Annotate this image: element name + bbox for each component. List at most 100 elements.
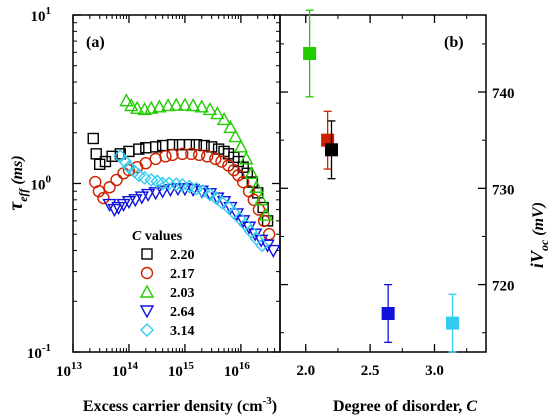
data-point — [258, 207, 274, 221]
data-point — [129, 100, 145, 114]
data-point-group — [381, 283, 395, 344]
data-point — [149, 141, 162, 153]
legend-title: C values — [132, 229, 183, 244]
data-point — [185, 147, 198, 161]
data-point — [155, 185, 170, 199]
data-point-group — [303, 9, 317, 98]
x-tick-label: 1016 — [224, 360, 251, 380]
data-point — [303, 47, 317, 61]
data-point — [209, 152, 222, 166]
legend-label: 3.14 — [170, 324, 195, 339]
data-point — [195, 184, 210, 199]
data-point — [148, 187, 163, 201]
data-point — [137, 170, 152, 185]
data-point — [223, 120, 238, 134]
data-point — [255, 238, 270, 253]
data-point — [215, 195, 230, 210]
data-point — [122, 163, 136, 177]
data-point — [87, 132, 99, 145]
data-point — [205, 141, 218, 153]
legend-marker — [140, 323, 154, 337]
data-point — [94, 158, 106, 171]
data-point — [169, 177, 184, 192]
data-point — [257, 214, 271, 228]
panel-a-label: (a) — [86, 34, 105, 51]
data-point — [253, 192, 269, 206]
series-3.14 — [113, 149, 270, 253]
data-point — [119, 93, 134, 107]
data-point — [159, 150, 172, 163]
data-point — [116, 198, 131, 213]
data-point — [381, 306, 395, 320]
panel-a: 1013 1014 1015 1016 10-1 100 101 C values 2.20… — [5, 5, 281, 415]
data-point — [118, 154, 133, 169]
panel-a-legend: C values 2.20 2.17 2.03 2.64 3.14 — [132, 229, 195, 339]
data-point — [152, 99, 167, 113]
data-point — [106, 150, 118, 163]
data-point — [114, 148, 126, 160]
x-tick-label: 1013 — [56, 360, 83, 380]
data-point — [97, 191, 110, 205]
panel-b-xlabel: Degree of disorder, C — [333, 398, 477, 415]
data-point — [247, 193, 260, 207]
data-point — [124, 98, 139, 112]
data-point — [103, 181, 116, 194]
data-point — [160, 98, 176, 112]
panel-a-x-axis: 1013 1014 1015 1016 — [56, 15, 281, 380]
data-point — [121, 160, 136, 175]
data-point — [210, 106, 225, 120]
data-point — [182, 179, 197, 194]
data-point — [233, 139, 249, 153]
data-point — [144, 172, 159, 187]
panel-b-ylabel: iVoc (mV) — [527, 202, 550, 268]
panel-b-frame — [279, 14, 487, 353]
data-point — [176, 147, 189, 161]
data-point — [194, 99, 209, 113]
data-point — [249, 179, 264, 193]
y-tick-label: 101 — [31, 5, 52, 25]
data-point — [133, 143, 145, 155]
data-point — [144, 100, 159, 114]
data-point-group — [446, 293, 460, 353]
panel-b: 2.0 2.5 3.0 720 730 740 (b) Degree of disord… — [279, 9, 550, 415]
data-point — [121, 195, 137, 210]
y-tick-label: 100 — [31, 174, 52, 194]
panel-a-xlabel: Excess carrier density (cm-3) — [83, 395, 277, 415]
panel-a-ylabel: τeff (ms) — [5, 155, 30, 210]
legend-label: 2.17 — [170, 267, 195, 282]
y-tick-label: 730 — [492, 182, 515, 198]
data-point — [166, 138, 179, 151]
panel-b-y-axis: 720 730 740 — [280, 43, 515, 334]
data-point — [244, 165, 259, 179]
data-point — [252, 203, 266, 216]
legend-label: 2.64 — [170, 305, 195, 320]
legend-label: 2.03 — [170, 286, 195, 301]
x-tick-label: 1014 — [112, 360, 138, 380]
y-tick-label: 10-1 — [27, 342, 51, 362]
legend-marker — [140, 266, 154, 280]
series-2.03 — [119, 93, 274, 221]
data-point — [243, 224, 258, 239]
data-point — [215, 155, 228, 168]
data-point — [177, 183, 193, 197]
panel-a-data-marks — [87, 93, 281, 259]
data-point — [169, 97, 184, 111]
x-tick-label: 3.0 — [425, 363, 444, 379]
data-point — [446, 316, 460, 330]
data-point — [202, 102, 218, 116]
x-tick-label: 2.0 — [296, 363, 315, 379]
x-tick-label: 1015 — [168, 360, 195, 380]
data-point — [155, 176, 170, 191]
data-point — [237, 175, 250, 189]
data-point — [209, 191, 224, 206]
data-point — [134, 191, 150, 205]
data-point — [193, 148, 206, 162]
data-point — [200, 150, 214, 163]
panel-b-x-axis: 2.0 2.5 3.0 — [296, 15, 468, 379]
data-point — [90, 148, 102, 160]
data-point — [325, 143, 338, 157]
data-point — [107, 203, 122, 218]
data-point — [110, 173, 123, 187]
data-point — [166, 148, 179, 162]
